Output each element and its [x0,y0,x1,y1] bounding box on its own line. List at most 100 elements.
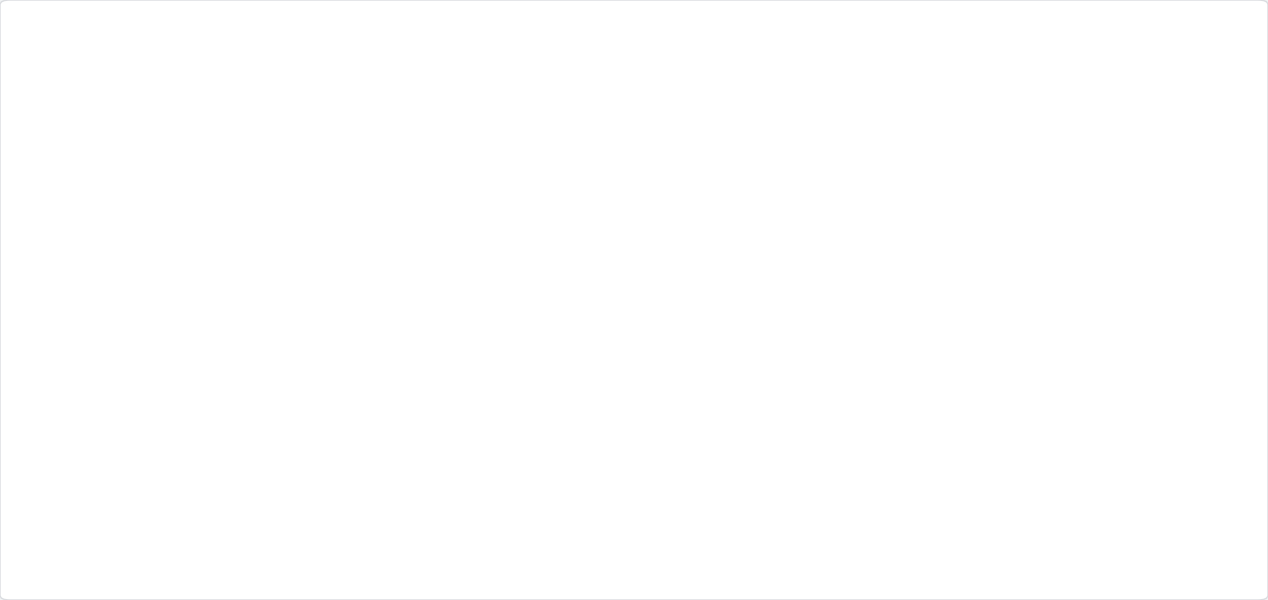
Text: 173380: 173380 [696,452,733,462]
Text: Unassigned: Unassigned [576,306,631,315]
Text: Total: Total [38,306,61,315]
FancyBboxPatch shape [1178,17,1260,57]
Text: 0 %: 0 % [1025,502,1044,511]
Text: ✓: ✓ [22,430,28,436]
Text: 11 s: 11 s [491,575,511,586]
Text: Organic Search: Organic Search [65,452,139,462]
Text: 2581: 2581 [255,477,280,487]
Text: ✓: ✓ [22,479,28,485]
Bar [18,575,33,586]
Text: 0,00: 0,00 [853,575,875,586]
FancyBboxPatch shape [0,329,136,353]
Text: 0,00 $: 0,00 $ [1184,526,1215,536]
Text: 0,00 $: 0,00 $ [1184,477,1215,487]
Text: 2: 2 [264,575,270,586]
Text: 100 % du total: 100 % du total [689,437,741,443]
Text: 50 %: 50 % [408,575,432,586]
Text: 877: 877 [336,477,355,487]
Text: 26 s: 26 s [491,477,511,487]
Bar [13,494,1255,519]
Text: ✓: ✓ [22,454,28,460]
Text: 158: 158 [336,502,355,511]
Text: 2: 2 [342,551,349,561]
Bar [18,379,34,398]
Bar [13,568,1255,593]
Text: 3,30: 3,30 [564,551,586,561]
Bar [13,519,1255,544]
Text: 24 s: 24 s [491,526,511,536]
Text: Direct: Direct [65,477,94,487]
Text: 41837: 41837 [251,424,284,434]
Text: Referral: Referral [358,306,394,315]
Text: Évènements clés
Tous les évènements ▾: Évènements clés Tous les évènements ▾ [820,379,907,398]
Bar [18,551,33,561]
Text: Referral: Referral [65,502,104,511]
Text: Nombre d'évènements
Tous les évènements ▾: Nombre d'évènements Tous les évènements … [671,379,758,398]
Text: Unassigned: Unassigned [65,551,122,561]
Text: 46 s: 46 s [491,502,511,511]
Text: 53,09 %: 53,09 % [401,526,440,536]
Bar [13,469,1255,494]
Text: 0,00 $: 0,00 $ [1184,575,1215,586]
Bar [18,526,33,536]
Text: 0 %: 0 % [1025,575,1044,586]
Text: 0,00 $: 0,00 $ [1182,424,1216,434]
Bar [13,420,1255,445]
Text: 0,00: 0,00 [852,424,876,434]
Text: 0 %: 0 % [1025,424,1044,434]
Text: Sessions par Groupe de canaux principal de la session (Groupe de canaux par défa: Sessions par Groupe de canaux principal … [28,31,559,41]
Text: Jour: Jour [1202,31,1222,41]
Text: 10: 10 [1026,335,1037,346]
Text: 0,00 $: 0,00 $ [1184,551,1215,561]
Bar [339,305,351,316]
Text: 11101: 11101 [700,477,730,487]
Text: Taux
d'engagement: Taux d'engagement [393,379,448,398]
Text: 39095: 39095 [252,452,283,462]
Text: Lignes par page :: Lignes par page : [908,335,993,346]
Text: 1: 1 [342,575,349,586]
Text: 5: 5 [42,551,48,561]
Bar [18,427,33,437]
Text: 165: 165 [705,551,724,561]
Text: 3: 3 [42,502,48,511]
Text: 0 %: 0 % [1025,452,1044,462]
Text: Organic Social: Organic Social [467,306,534,315]
Text: 0,00: 0,00 [853,526,875,536]
Text: Durée
d'engagement
moyenne par
session: Durée d'engagement moyenne par session [473,368,529,409]
Text: 50: 50 [261,551,274,561]
Text: 0,00: 0,00 [853,452,875,462]
Text: Paid Search: Paid Search [65,575,122,586]
Text: 409: 409 [705,526,724,536]
Text: 54,56 %: 54,56 % [401,452,440,462]
Text: Revenu
total: Revenu total [1186,379,1213,398]
Bar [18,501,33,512]
FancyBboxPatch shape [94,329,287,353]
Text: 53,73 %: 53,73 % [398,424,443,434]
Text: Taux d'évènements clés de la
session
Tous les évènements ▾: Taux d'évènements clés de la session Tou… [978,373,1090,404]
Text: 22480: 22480 [328,424,363,434]
Bar [13,544,1255,568]
Text: ↓ Sessions: ↓ Sessions [246,384,288,393]
Text: Organic Search: Organic Search [138,306,210,315]
Text: 4,30: 4,30 [564,477,586,487]
Text: Égal à la moyenne: Égal à la moyenne [543,436,609,444]
Text: 4: 4 [42,526,48,536]
Text: Total: Total [65,427,91,437]
Text: Égal à la moyenne: Égal à la moyenne [469,436,534,444]
Text: Organic Social: Organic Social [65,526,134,536]
Text: ▾: ▾ [1235,31,1240,41]
Text: 5,50: 5,50 [564,575,587,586]
Text: 43 s: 43 s [489,424,512,434]
Bar [230,305,242,316]
Text: 5,71: 5,71 [564,502,587,511]
Text: 0,00: 0,00 [853,551,875,561]
Text: 4 %: 4 % [411,551,430,561]
Text: 🔍: 🔍 [124,336,129,345]
Text: 0 %: 0 % [1025,477,1044,487]
Bar [18,476,33,487]
Text: Évènements
par session: Évènements par session [552,379,600,398]
Text: 21329: 21329 [330,452,361,462]
Text: 81: 81 [261,526,274,536]
Text: 2: 2 [42,477,48,487]
Text: ✓: ✓ [22,503,28,509]
